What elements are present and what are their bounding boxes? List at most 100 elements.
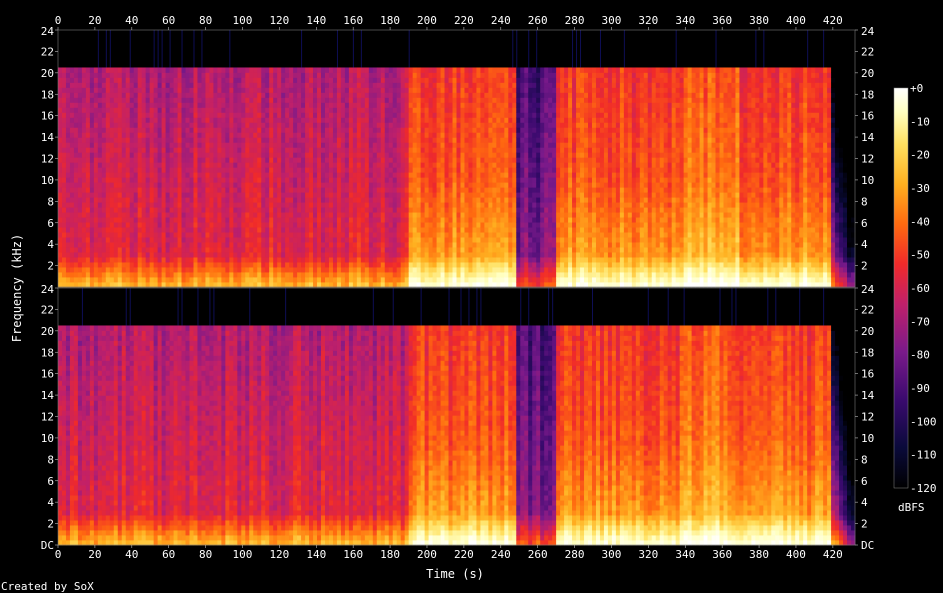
colorbar-tick-label: -50	[910, 249, 930, 262]
x-tick-label: 0	[55, 548, 62, 561]
y-tick-label: 10	[41, 432, 54, 445]
y-tick-label: 8	[47, 453, 54, 466]
colorbar-tick-label: -40	[910, 215, 930, 228]
y-tick-label: 4	[47, 238, 54, 251]
x-tick-label-top: 40	[125, 14, 138, 27]
colorbar-tick-label: -20	[910, 149, 930, 162]
y-tick-label: 6	[47, 217, 54, 230]
x-tick-label: 260	[528, 548, 548, 561]
x-tick-label: 20	[88, 548, 101, 561]
colorbar-tick-label: -80	[910, 349, 930, 362]
x-tick-label-top: 160	[343, 14, 363, 27]
y-tick-label: 14	[41, 131, 55, 144]
y-tick-label-right: 18	[861, 88, 874, 101]
x-tick-label-top: 60	[162, 14, 175, 27]
x-tick-label-top: 200	[417, 14, 437, 27]
x-tick-label: 180	[380, 548, 400, 561]
colorbar-tick-label: -30	[910, 182, 930, 195]
spectrogram-channel-2	[58, 288, 855, 545]
colorbar-label: dBFS	[898, 501, 925, 514]
colorbar-gradient	[894, 88, 908, 488]
x-tick-label-top: 80	[199, 14, 212, 27]
y-tick-label: 4	[47, 496, 54, 509]
x-tick-label-top: 420	[823, 14, 843, 27]
x-tick-label: 300	[602, 548, 622, 561]
y-tick-label-right: 22	[861, 303, 874, 316]
y-tick-label-right: 24	[861, 25, 875, 38]
y-tick-label-right: 14	[861, 131, 875, 144]
y-tick-label: 20	[41, 325, 54, 338]
y-tick-label-right: 8	[861, 195, 868, 208]
colorbar-tick-label: +0	[910, 82, 923, 95]
colorbar-tick-label: -110	[910, 449, 937, 462]
x-tick-label-top: 240	[491, 14, 511, 27]
x-tick-label-top: 320	[638, 14, 658, 27]
y-tick-label: 20	[41, 67, 54, 80]
y-tick-label-right: 6	[861, 217, 868, 230]
x-tick-label: 340	[675, 548, 695, 561]
colorbar-tick-label: -10	[910, 115, 930, 128]
y-tick-label-right: 2	[861, 518, 868, 531]
y-tick-label: 10	[41, 174, 54, 187]
x-tick-label-top: 180	[380, 14, 400, 27]
y-tick-label-right: 24	[861, 283, 875, 296]
y-tick-label: 12	[41, 153, 54, 166]
y-tick-label: 18	[41, 346, 54, 359]
y-tick-label: 6	[47, 475, 54, 488]
y-tick-label: 18	[41, 88, 54, 101]
spectrogram-channel-1	[58, 30, 855, 287]
y-tick-label-right: 2	[861, 260, 868, 273]
y-tick-label-right: 10	[861, 174, 874, 187]
x-tick-label: 160	[343, 548, 363, 561]
colorbar-tick-label: -120	[910, 482, 937, 495]
y-tick-label: 24	[41, 283, 55, 296]
y-tick-label: DC	[41, 539, 54, 552]
y-tick-label-right: 4	[861, 496, 868, 509]
y-tick-label: 2	[47, 518, 54, 531]
x-tick-label: 420	[823, 548, 843, 561]
colorbar-tick-label: -70	[910, 315, 930, 328]
y-tick-label: 24	[41, 25, 55, 38]
y-tick-label-right: 16	[861, 110, 874, 123]
y-tick-label-right: 6	[861, 475, 868, 488]
credit-text: Created by SoX	[1, 580, 94, 593]
x-tick-label-top: 400	[786, 14, 806, 27]
y-tick-label-right: 4	[861, 238, 868, 251]
colorbar: +0-10-20-30-40-50-60-70-80-90-100-110-12…	[894, 82, 937, 514]
x-tick-label: 240	[491, 548, 511, 561]
y-tick-label-right: 20	[861, 325, 874, 338]
y-tick-label-right: 8	[861, 453, 868, 466]
x-tick-label: 320	[638, 548, 658, 561]
y-tick-label: 12	[41, 411, 54, 424]
x-tick-label-top: 280	[565, 14, 585, 27]
x-tick-label: 120	[269, 548, 289, 561]
y-tick-label: 22	[41, 303, 54, 316]
y-tick-label: 22	[41, 45, 54, 58]
x-tick-label-top: 100	[233, 14, 253, 27]
y-tick-label-right: 14	[861, 389, 875, 402]
x-tick-label: 140	[306, 548, 326, 561]
y-tick-label: 14	[41, 389, 55, 402]
x-tick-label: 220	[454, 548, 474, 561]
x-tick-label-top: 340	[675, 14, 695, 27]
y-tick-label-right: 22	[861, 45, 874, 58]
x-tick-label-top: 0	[55, 14, 62, 27]
x-tick-label-top: 20	[88, 14, 101, 27]
y-tick-label: 16	[41, 110, 54, 123]
colorbar-tick-label: -90	[910, 382, 930, 395]
x-tick-label: 40	[125, 548, 138, 561]
x-tick-label: 200	[417, 548, 437, 561]
colorbar-tick-label: -60	[910, 282, 930, 295]
y-tick-label-right: 12	[861, 153, 874, 166]
x-tick-label: 100	[233, 548, 253, 561]
y-tick-label-right: 12	[861, 411, 874, 424]
y-tick-label: 16	[41, 368, 54, 381]
x-tick-label-top: 260	[528, 14, 548, 27]
y-tick-label: 2	[47, 260, 54, 273]
x-tick-label: 400	[786, 548, 806, 561]
y-axis-label: Frequency (kHz)	[10, 234, 24, 342]
x-tick-label: 280	[565, 548, 585, 561]
x-tick-label-top: 380	[749, 14, 769, 27]
x-tick-label: 380	[749, 548, 769, 561]
